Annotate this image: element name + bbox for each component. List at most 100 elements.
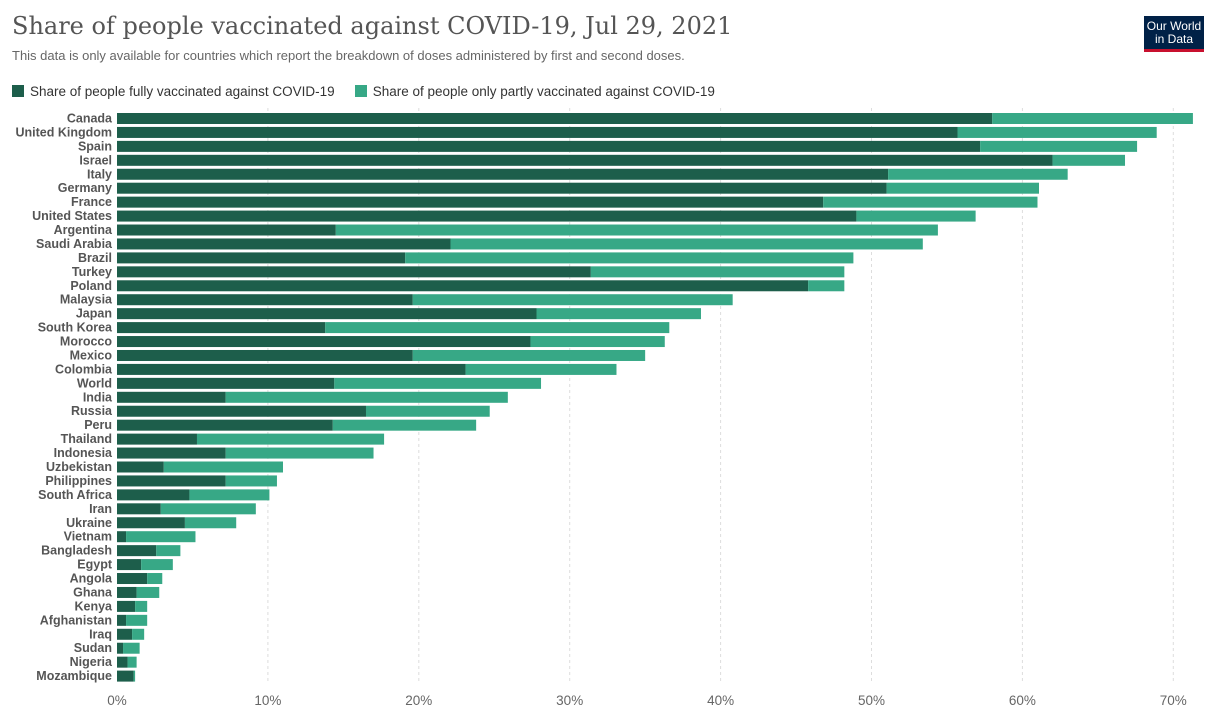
- category-label: Philippines: [45, 474, 112, 488]
- bar-fully-japan[interactable]: [117, 308, 537, 320]
- bar-partly-india[interactable]: [225, 391, 508, 403]
- bar-fully-turkey[interactable]: [117, 266, 591, 278]
- bar-fully-indonesia[interactable]: [117, 447, 226, 459]
- bar-partly-united-kingdom[interactable]: [957, 126, 1157, 138]
- bar-fully-morocco[interactable]: [117, 336, 531, 348]
- bar-fully-world[interactable]: [117, 377, 335, 389]
- bar-fully-spain[interactable]: [117, 140, 981, 152]
- bar-fully-vietnam[interactable]: [117, 531, 127, 543]
- bar-partly-mozambique[interactable]: [133, 670, 136, 682]
- x-tick-label: 40%: [707, 693, 734, 708]
- bar-partly-mexico[interactable]: [412, 349, 646, 361]
- bar-partly-united-states[interactable]: [856, 210, 976, 222]
- bar-partly-bangladesh[interactable]: [156, 545, 181, 557]
- bar-partly-germany[interactable]: [886, 182, 1039, 194]
- bar-fully-argentina[interactable]: [117, 224, 336, 236]
- legend-item-partly[interactable]: Share of people only partly vaccinated a…: [354, 84, 715, 99]
- bar-partly-philippines[interactable]: [225, 475, 277, 487]
- bar-partly-ghana[interactable]: [136, 586, 160, 598]
- bar-partly-iraq[interactable]: [132, 628, 145, 640]
- category-label: Ukraine: [66, 516, 112, 530]
- bar-fully-brazil[interactable]: [117, 252, 406, 264]
- x-tick-label: 60%: [1009, 693, 1036, 708]
- bar-fully-united-states[interactable]: [117, 210, 857, 222]
- bar-partly-malaysia[interactable]: [412, 294, 733, 306]
- bar-partly-argentina[interactable]: [335, 224, 938, 236]
- category-label: Germany: [58, 181, 112, 195]
- category-label: Poland: [70, 279, 112, 293]
- bar-fully-colombia[interactable]: [117, 363, 466, 375]
- bar-partly-france[interactable]: [823, 196, 1038, 208]
- bar-fully-south-korea[interactable]: [117, 322, 326, 334]
- bar-partly-world[interactable]: [334, 377, 542, 389]
- bar-partly-canada[interactable]: [992, 113, 1193, 124]
- bar-fully-sudan[interactable]: [117, 642, 124, 654]
- bar-fully-nigeria[interactable]: [117, 656, 128, 668]
- bar-fully-egypt[interactable]: [117, 559, 142, 571]
- bar-partly-sudan[interactable]: [123, 642, 140, 654]
- bar-fully-peru[interactable]: [117, 419, 333, 431]
- bar-partly-turkey[interactable]: [590, 266, 845, 278]
- bar-partly-japan[interactable]: [536, 308, 701, 320]
- bar-partly-vietnam[interactable]: [126, 531, 196, 543]
- bar-fully-saudi-arabia[interactable]: [117, 238, 451, 250]
- category-label: United Kingdom: [15, 125, 112, 139]
- category-label: Italy: [87, 167, 112, 181]
- legend-swatch-partly: [354, 85, 367, 97]
- bar-partly-afghanistan[interactable]: [126, 614, 148, 626]
- bar-fully-malaysia[interactable]: [117, 294, 413, 306]
- category-label: United States: [32, 209, 112, 223]
- bar-partly-brazil[interactable]: [405, 252, 854, 264]
- bar-fully-russia[interactable]: [117, 405, 366, 417]
- bar-partly-angola[interactable]: [147, 573, 163, 585]
- bar-fully-israel[interactable]: [117, 154, 1053, 166]
- bar-fully-germany[interactable]: [117, 182, 887, 194]
- bar-fully-afghanistan[interactable]: [117, 614, 127, 626]
- bar-fully-uzbekistan[interactable]: [117, 461, 164, 473]
- bar-partly-colombia[interactable]: [465, 363, 617, 375]
- bar-partly-spain[interactable]: [980, 140, 1138, 152]
- bar-partly-ukraine[interactable]: [184, 517, 237, 529]
- category-label: Russia: [71, 404, 113, 418]
- bar-fully-bangladesh[interactable]: [117, 545, 157, 557]
- bar-partly-egypt[interactable]: [141, 559, 173, 571]
- bar-fully-canada[interactable]: [117, 113, 993, 124]
- owid-logo[interactable]: Our World in Data: [1144, 16, 1204, 52]
- bar-fully-poland[interactable]: [117, 280, 809, 292]
- bar-fully-italy[interactable]: [117, 168, 889, 180]
- bar-fully-mexico[interactable]: [117, 349, 413, 361]
- bar-partly-indonesia[interactable]: [225, 447, 374, 459]
- bar-partly-italy[interactable]: [888, 168, 1068, 180]
- bar-partly-russia[interactable]: [365, 405, 490, 417]
- bar-fully-philippines[interactable]: [117, 475, 226, 487]
- bar-layer: [117, 113, 1193, 682]
- bar-partly-nigeria[interactable]: [127, 656, 137, 668]
- bar-partly-peru[interactable]: [332, 419, 477, 431]
- logo-line-2: in Data: [1154, 32, 1194, 46]
- bar-fully-ghana[interactable]: [117, 586, 137, 598]
- bar-partly-south-africa[interactable]: [189, 489, 270, 501]
- legend-item-fully[interactable]: Share of people fully vaccinated against…: [12, 84, 335, 99]
- bar-partly-poland[interactable]: [808, 280, 845, 292]
- category-label: Israel: [79, 153, 112, 167]
- bar-fully-ukraine[interactable]: [117, 517, 185, 529]
- bar-fully-angola[interactable]: [117, 573, 148, 585]
- bar-partly-morocco[interactable]: [530, 336, 665, 348]
- bar-fully-france[interactable]: [117, 196, 824, 208]
- bar-fully-kenya[interactable]: [117, 600, 136, 612]
- bar-fully-mozambique[interactable]: [117, 670, 134, 682]
- bar-fully-iran[interactable]: [117, 503, 161, 515]
- bar-partly-south-korea[interactable]: [325, 322, 670, 334]
- x-tick-label: 10%: [254, 693, 281, 708]
- bar-partly-saudi-arabia[interactable]: [450, 238, 923, 250]
- bar-fully-india[interactable]: [117, 391, 226, 403]
- bar-partly-uzbekistan[interactable]: [163, 461, 283, 473]
- bar-partly-iran[interactable]: [160, 503, 256, 515]
- bar-partly-israel[interactable]: [1052, 154, 1126, 166]
- bar-fully-united-kingdom[interactable]: [117, 126, 958, 138]
- bar-partly-kenya[interactable]: [135, 600, 148, 612]
- bar-fully-thailand[interactable]: [117, 433, 197, 445]
- bar-fully-iraq[interactable]: [117, 628, 133, 640]
- bar-fully-south-africa[interactable]: [117, 489, 190, 501]
- bar-partly-thailand[interactable]: [196, 433, 385, 445]
